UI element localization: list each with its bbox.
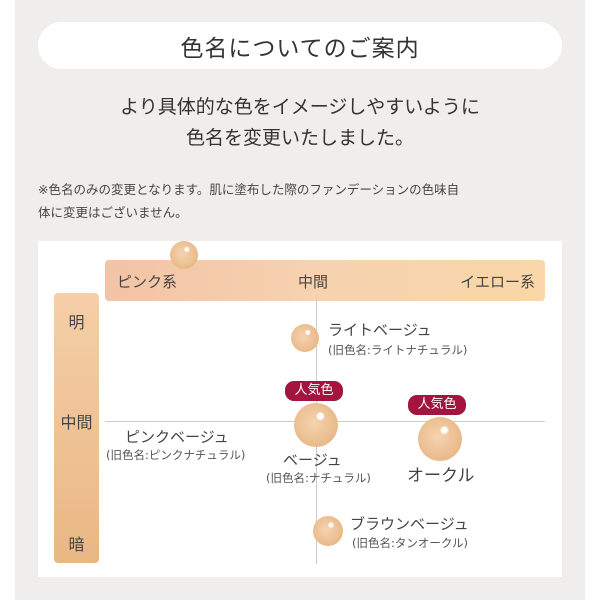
lead-line: より具体的な色をイメージしやすいように (120, 96, 480, 118)
swatch-light-beige (291, 324, 319, 352)
shade-name: オークル (407, 466, 475, 486)
page-title: 色名についてのご案内 (38, 22, 562, 69)
y-label-light: 明 (68, 313, 85, 332)
popular-badge: 人気色 (285, 381, 343, 401)
note-line: 体に変更はございません。 (38, 205, 188, 220)
note-line: ※色名のみの変更となります。肌に塗布した際のファンデーションの色味自 (38, 182, 460, 197)
shade-name: ベージュ (283, 451, 342, 469)
y-axis-bar: 明 中間 暗 (54, 293, 99, 563)
shade-old-name: (旧色名:ライトナチュラル) (328, 343, 468, 357)
y-label-middle: 中間 (60, 413, 93, 432)
shade-map: ピンク系 中間 イエロー系 明 中間 暗 ライトベージュ (旧色名:ライトナチュ… (38, 241, 562, 577)
note-text: ※色名のみの変更となります。肌に塗布した際のファンデーションの色味自 体に変更は… (38, 178, 562, 224)
y-label-dark: 暗 (68, 535, 85, 554)
title-text: 色名についてのご案内 (180, 35, 420, 62)
x-label-middle: 中間 (298, 273, 329, 291)
swatch-beige (294, 403, 338, 447)
popular-badge: 人気色 (408, 395, 466, 415)
shade-old-name: (旧色名:タンオークル) (352, 536, 469, 550)
shade-old-name: (旧色名:ピンクナチュラル) (106, 448, 246, 462)
swatch-ochre (418, 417, 462, 461)
shade-name: ライトベージュ (328, 321, 432, 339)
x-axis-bar: ピンク系 中間 イエロー系 (105, 260, 545, 301)
lead-line: 色名を変更いたしました。 (185, 127, 414, 149)
swatch-brown-beige (313, 516, 343, 546)
lead-text: より具体的な色をイメージしやすいように 色名を変更いたしました。 (38, 92, 562, 154)
swatch-pink-beige (170, 241, 198, 269)
shade-name: ピンクベージュ (125, 428, 229, 446)
shade-old-name: (旧色名:ナチュラル) (266, 471, 371, 485)
x-label-yellow: イエロー系 (460, 273, 535, 291)
shade-name: ブラウンベージュ (350, 515, 469, 533)
x-label-pink: ピンク系 (117, 273, 178, 291)
